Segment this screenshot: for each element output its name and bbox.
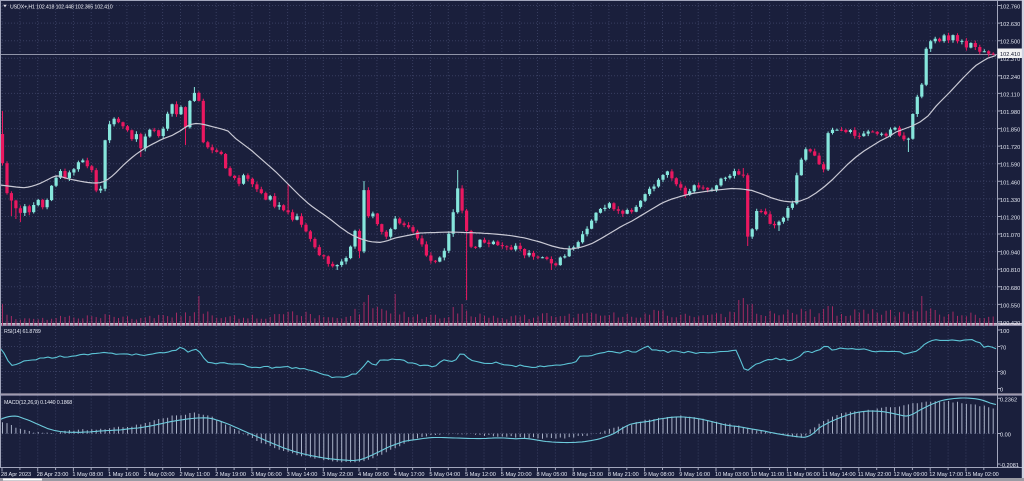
svg-text:5 May 20:00: 5 May 20:00: [501, 472, 532, 478]
svg-text:70: 70: [1000, 346, 1006, 352]
svg-text:USDX+,H1 102.418 102.448 102.3: USDX+,H1 102.418 102.448 102.365 102.410: [10, 5, 113, 11]
svg-text:0.00: 0.00: [1000, 433, 1011, 439]
svg-text:3 May 06:00: 3 May 06:00: [251, 472, 282, 478]
svg-text:102.110: 102.110: [1000, 92, 1020, 98]
svg-text:101.070: 101.070: [1000, 233, 1020, 239]
svg-text:MACD(12,26,9) 0.1440 0.1868: MACD(12,26,9) 0.1440 0.1868: [4, 400, 72, 406]
svg-text:3 May 14:00: 3 May 14:00: [287, 472, 318, 478]
svg-text:8 May 21:00: 8 May 21:00: [608, 472, 639, 478]
svg-text:28 Apr 2023: 28 Apr 2023: [1, 472, 31, 478]
svg-text:101.720: 101.720: [1000, 145, 1020, 151]
svg-text:RSI(14) 61.8789: RSI(14) 61.8789: [4, 329, 41, 335]
svg-text:2 May 19:00: 2 May 19:00: [215, 472, 246, 478]
svg-text:30: 30: [1000, 371, 1006, 377]
svg-text:101.980: 101.980: [1000, 110, 1020, 116]
svg-text:100.550: 100.550: [1000, 303, 1020, 309]
svg-text:12 May 09:00: 12 May 09:00: [894, 472, 928, 478]
svg-text:1 May 16:00: 1 May 16:00: [108, 472, 139, 478]
svg-text:1 May 08:00: 1 May 08:00: [72, 472, 103, 478]
svg-text:5 May 12:00: 5 May 12:00: [465, 472, 496, 478]
svg-text:101.590: 101.590: [1000, 163, 1020, 169]
svg-text:101.330: 101.330: [1000, 198, 1020, 204]
svg-text:5 May 04:00: 5 May 04:00: [429, 472, 460, 478]
svg-text:3 May 22:00: 3 May 22:00: [322, 472, 353, 478]
svg-text:11 May 14:00: 11 May 14:00: [822, 472, 855, 478]
svg-text:10 May 11:00: 10 May 11:00: [751, 472, 784, 478]
svg-text:101.850: 101.850: [1000, 128, 1020, 134]
svg-text:100: 100: [1000, 329, 1009, 335]
svg-text:15 May 02:00: 15 May 02:00: [965, 472, 999, 478]
svg-text:102.500: 102.500: [1000, 40, 1020, 46]
svg-text:102.370: 102.370: [1000, 57, 1020, 63]
svg-text:102.240: 102.240: [1000, 75, 1020, 81]
svg-text:101.460: 101.460: [1000, 180, 1020, 186]
svg-text:9 May 08:00: 9 May 08:00: [644, 472, 675, 478]
svg-text:8 May 13:00: 8 May 13:00: [572, 472, 603, 478]
svg-text:-0.2081: -0.2081: [1000, 463, 1019, 469]
svg-text:0: 0: [1000, 388, 1003, 394]
svg-text:101.200: 101.200: [1000, 216, 1020, 222]
svg-text:9 May 16:00: 9 May 16:00: [679, 472, 710, 478]
svg-text:102.760: 102.760: [1000, 5, 1020, 11]
svg-text:4 May 09:00: 4 May 09:00: [358, 472, 389, 478]
svg-text:28 Apr 23:00: 28 Apr 23:00: [37, 472, 69, 478]
svg-text:12 May 17:00: 12 May 17:00: [929, 472, 963, 478]
svg-text:100.680: 100.680: [1000, 286, 1020, 292]
svg-text:100.940: 100.940: [1000, 251, 1020, 257]
svg-text:100.420: 100.420: [1000, 321, 1020, 327]
svg-text:102.630: 102.630: [1000, 22, 1020, 28]
svg-text:11 May 22:00: 11 May 22:00: [858, 472, 891, 478]
svg-text:2 May 03:00: 2 May 03:00: [144, 472, 175, 478]
svg-text:8 May 05:00: 8 May 05:00: [537, 472, 568, 478]
svg-text:0.2362: 0.2362: [1000, 397, 1017, 403]
svg-text:10 May 03:00: 10 May 03:00: [715, 472, 749, 478]
svg-text:2 May 11:00: 2 May 11:00: [180, 472, 210, 478]
svg-text:102.410: 102.410: [1000, 52, 1020, 58]
svg-text:100.810: 100.810: [1000, 268, 1020, 274]
svg-text:4 May 17:00: 4 May 17:00: [394, 472, 425, 478]
svg-text:11 May 06:00: 11 May 06:00: [786, 472, 819, 478]
